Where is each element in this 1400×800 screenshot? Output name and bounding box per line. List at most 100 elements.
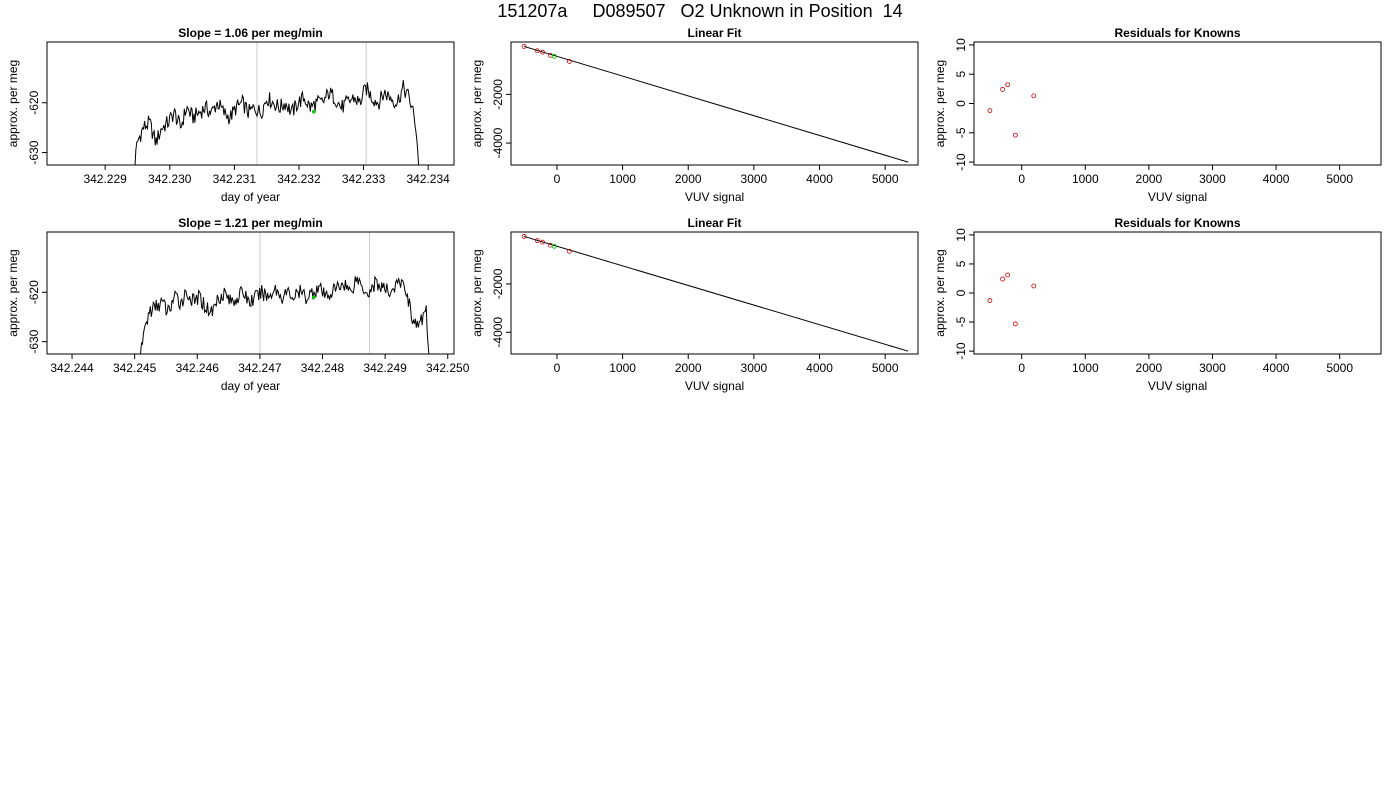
plot-frame bbox=[46, 41, 455, 166]
panel-timeseries-2: Slope = 1.21 per meg/min day of year appro… bbox=[6, 216, 470, 393]
known-point bbox=[534, 238, 540, 244]
y-tick-label: 0 bbox=[954, 289, 968, 296]
plot-area bbox=[987, 82, 1037, 138]
x-tick-label: 1000 bbox=[609, 172, 636, 186]
x-tick-label: 3000 bbox=[1199, 172, 1226, 186]
panel-title: Residuals for Knowns bbox=[1114, 216, 1240, 230]
plot-frame bbox=[46, 231, 455, 355]
y-tick-label: -620 bbox=[27, 90, 41, 114]
plot-area bbox=[521, 44, 909, 163]
x-tick-label: 3000 bbox=[741, 172, 768, 186]
x-tick-label: 342.245 bbox=[113, 361, 157, 375]
fit-line bbox=[523, 235, 909, 352]
plot-frame bbox=[510, 41, 919, 166]
known-point bbox=[540, 49, 545, 55]
known-point bbox=[534, 48, 540, 54]
x-axis-label: day of year bbox=[221, 190, 280, 204]
y-axis-label: approx. per meg bbox=[933, 60, 947, 147]
x-tick-label: 342.229 bbox=[83, 172, 127, 186]
panel-title: Residuals for Knowns bbox=[1114, 26, 1240, 40]
page-title: 151207a D089507 O2 Unknown in Position 1… bbox=[497, 1, 903, 21]
x-tick-label: 2000 bbox=[675, 172, 702, 186]
y-axis-label: approx. per meg bbox=[933, 249, 947, 336]
x-axis-label: VUV signal bbox=[1148, 379, 1207, 393]
x-tick-label: 342.249 bbox=[363, 361, 407, 375]
x-tick-label: 5000 bbox=[872, 172, 899, 186]
x-tick-label: 4000 bbox=[1263, 172, 1290, 186]
residual-point bbox=[1012, 321, 1018, 327]
x-tick-label: 342.232 bbox=[277, 172, 321, 186]
x-tick-label: 342.231 bbox=[213, 172, 257, 186]
residual-point bbox=[1000, 276, 1006, 282]
residual-point bbox=[1012, 132, 1018, 138]
panel-linear-fit-1: Linear Fit VUV signal approx. per meg 0 1000… bbox=[470, 26, 919, 204]
x-tick-label: 342.247 bbox=[238, 361, 282, 375]
y-tick-label: -10 bbox=[954, 153, 968, 171]
x-tick-label: 342.246 bbox=[176, 361, 220, 375]
residual-point bbox=[1005, 82, 1011, 88]
x-tick-label: 0 bbox=[554, 172, 561, 186]
plot-area bbox=[987, 272, 1037, 327]
plot-frame bbox=[973, 231, 1382, 355]
residual-point bbox=[1031, 93, 1037, 99]
panel-timeseries-1: Slope = 1.06 per meg/min day of year appro… bbox=[6, 26, 455, 204]
y-tick-label: -4000 bbox=[491, 127, 505, 158]
panel-residuals-1: Residuals for Knowns VUV signal approx. pe… bbox=[933, 26, 1382, 204]
y-axis-label: approx. per meg bbox=[6, 60, 20, 147]
panel-linear-fit-2: Linear Fit VUV signal approx. per meg 0 1000… bbox=[470, 216, 919, 393]
y-tick-label: -2000 bbox=[491, 268, 505, 299]
y-tick-label: -5 bbox=[954, 127, 968, 138]
panel-title: Linear Fit bbox=[687, 26, 741, 40]
known-point bbox=[521, 234, 527, 239]
x-tick-label: 342.230 bbox=[148, 172, 192, 186]
unknown-point bbox=[551, 53, 557, 59]
residual-point bbox=[987, 298, 993, 303]
y-tick-label: -2000 bbox=[491, 79, 505, 110]
residual-point bbox=[1005, 272, 1011, 278]
plot-area bbox=[134, 42, 420, 165]
panel-title: Slope = 1.21 per meg/min bbox=[178, 216, 322, 230]
known-point bbox=[567, 248, 572, 254]
x-tick-label: 4000 bbox=[1263, 361, 1290, 375]
y-tick-label: -630 bbox=[27, 140, 41, 164]
known-point bbox=[567, 59, 572, 64]
y-tick-label: 0 bbox=[954, 100, 968, 107]
x-tick-label: 342.234 bbox=[406, 172, 450, 186]
y-tick-label: -5 bbox=[954, 316, 968, 327]
x-tick-label: 0 bbox=[1018, 172, 1025, 186]
panel-title: Linear Fit bbox=[687, 216, 741, 230]
y-axis-label: approx. per meg bbox=[470, 60, 484, 147]
y-tick-label: 5 bbox=[954, 260, 968, 267]
unknown-sample-point bbox=[311, 295, 316, 299]
x-tick-label: 1000 bbox=[1072, 361, 1099, 375]
x-tick-label: 5000 bbox=[1326, 361, 1353, 375]
x-tick-label: 3000 bbox=[1199, 361, 1226, 375]
panel-residuals-2: Residuals for Knowns VUV signal approx. pe… bbox=[933, 216, 1382, 393]
y-tick-label: 5 bbox=[954, 71, 968, 78]
residual-point bbox=[987, 108, 993, 113]
x-tick-label: 2000 bbox=[1136, 361, 1163, 375]
x-tick-label: 5000 bbox=[1326, 172, 1353, 186]
series-line bbox=[134, 80, 420, 165]
x-tick-label: 3000 bbox=[741, 361, 768, 375]
y-tick-label: -630 bbox=[27, 329, 41, 353]
residual-point bbox=[1000, 87, 1006, 92]
x-tick-label: 4000 bbox=[806, 172, 833, 186]
x-tick-label: 2000 bbox=[675, 361, 702, 375]
x-axis-label: VUV signal bbox=[685, 379, 744, 393]
x-tick-label: 342.233 bbox=[342, 172, 386, 186]
x-tick-label: 342.248 bbox=[301, 361, 345, 375]
x-axis-label: day of year bbox=[221, 379, 280, 393]
y-axis-label: approx. per meg bbox=[6, 249, 20, 336]
x-tick-label: 342.250 bbox=[426, 361, 470, 375]
x-tick-label: 1000 bbox=[609, 361, 636, 375]
x-tick-label: 1000 bbox=[1072, 172, 1099, 186]
plot-area bbox=[139, 232, 430, 354]
series-line bbox=[139, 275, 430, 354]
x-tick-label: 4000 bbox=[806, 361, 833, 375]
x-tick-label: 0 bbox=[554, 361, 561, 375]
y-tick-label: -4000 bbox=[491, 317, 505, 348]
plot-frame bbox=[973, 41, 1382, 166]
x-tick-label: 5000 bbox=[872, 361, 899, 375]
